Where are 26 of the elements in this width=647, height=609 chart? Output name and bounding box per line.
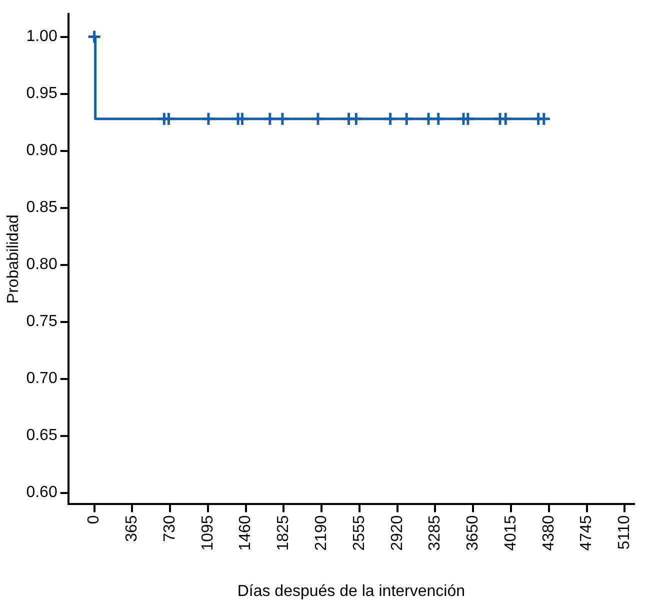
y-tick-label: 0.85 [26,199,58,216]
x-tick-label: 2190 [312,515,330,551]
x-tick-label: 365 [124,515,141,542]
x-tick-label: 1095 [199,515,216,551]
x-axis-title: Días después de la intervención [237,582,466,600]
x-tick-label: 5110 [616,515,634,550]
y-tick-label: 0.75 [26,313,58,330]
x-tick-label: 2555 [350,515,368,551]
y-tick-label: 1.00 [26,28,58,46]
x-tick-label: 730 [161,515,178,542]
y-tick-label: 0.80 [26,256,58,274]
x-tick-label: 4015 [502,515,520,551]
x-tick-label: 4380 [540,515,558,551]
x-tick-label: 2920 [388,515,406,551]
y-axis-title: Probabilidad [5,214,22,304]
x-tick-label: 3285 [426,515,444,551]
y-tick-label: 0.65 [26,427,58,444]
y-tick-label: 0.90 [26,142,58,160]
y-tick-label: 0.95 [26,85,58,102]
x-tick-label: 4745 [578,515,596,551]
y-tick-label: 0.60 [26,484,58,502]
x-tick-label: 0 [86,515,103,524]
x-tick-label: 1460 [237,515,254,551]
x-tick-label: 1825 [275,515,292,551]
y-tick-label: 0.70 [26,370,58,388]
x-tick-label: 3650 [464,515,482,551]
